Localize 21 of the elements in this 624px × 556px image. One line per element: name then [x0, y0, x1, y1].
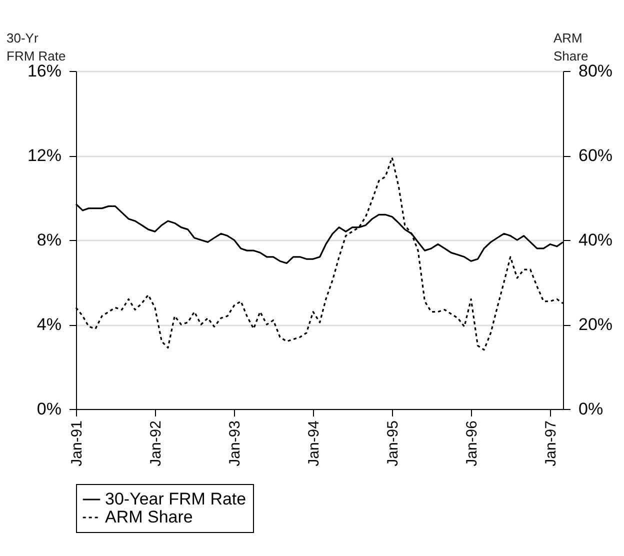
y-tick-label: 8% [36, 230, 62, 250]
legend-label: ARM Share [105, 508, 193, 526]
y-tick-label: 4% [36, 315, 62, 334]
y2-tick-label: 0% [578, 400, 604, 418]
x-tick-label: Jan-96 [464, 420, 481, 466]
y-tick-label: 0% [36, 400, 62, 418]
y2-axis-title: ARM Share [554, 30, 588, 64]
y2-tick-label: 20% [578, 315, 613, 334]
x-tick-label: Jan-92 [147, 420, 164, 466]
x-tick-label: Jan-93 [226, 420, 244, 466]
y2-tick-label: 40% [578, 230, 613, 250]
y-axis-title: 30-Yr FRM Rate [6, 30, 66, 64]
x-tick-label: Jan-97 [542, 420, 560, 466]
x-tick-label: Jan-95 [384, 420, 402, 466]
y2-tick-label: 80% [578, 62, 613, 80]
legend-label: 30-Year FRM Rate [105, 490, 246, 508]
y-tick-label: 16% [27, 62, 62, 80]
y2-tick-label: 60% [578, 146, 613, 165]
x-tick-label: Jan-91 [68, 420, 86, 466]
y-tick-label: 12% [27, 146, 62, 165]
x-tick-label: Jan-94 [306, 420, 323, 466]
